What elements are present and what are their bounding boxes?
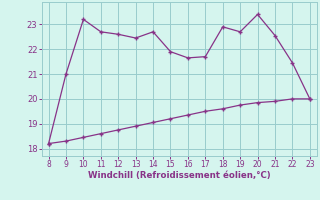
X-axis label: Windchill (Refroidissement éolien,°C): Windchill (Refroidissement éolien,°C) [88,171,270,180]
